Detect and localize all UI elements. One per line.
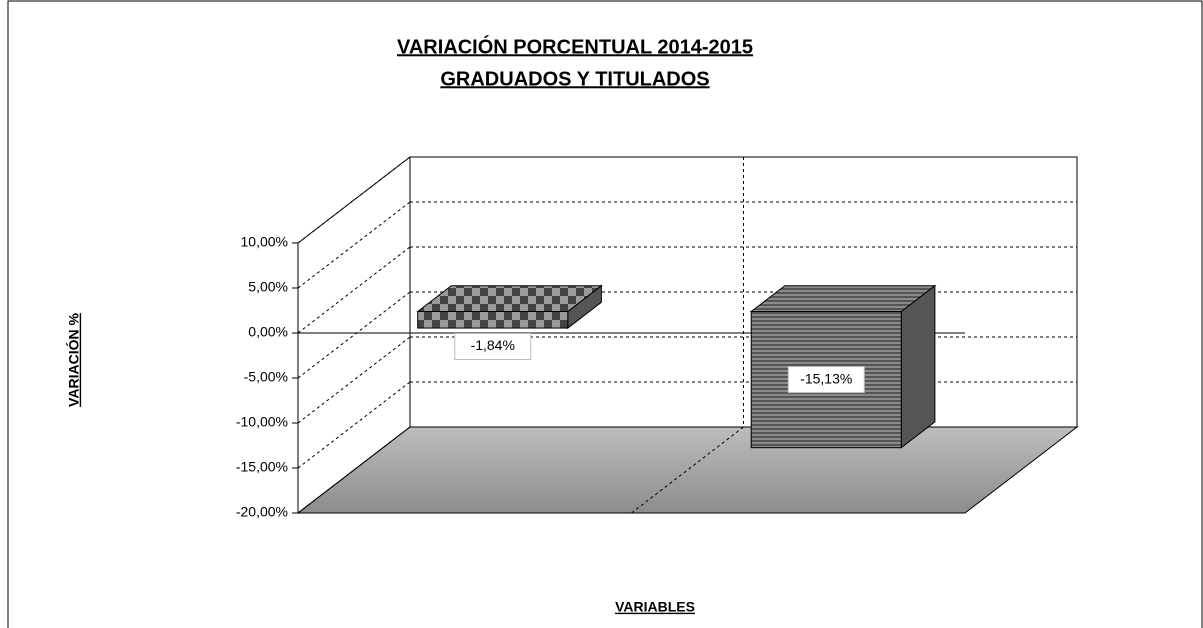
y-tick-label: 5,00% — [248, 279, 288, 295]
chart-title: VARIACIÓN PORCENTUAL 2014-2015 — [397, 34, 753, 58]
y-axis-title: VARIACIÓN % — [65, 313, 82, 407]
y-tick-label: 10,00% — [241, 234, 288, 250]
bar-side — [900, 284, 936, 449]
y-tick-label: -20,00% — [236, 504, 288, 520]
y-tick-label: -10,00% — [236, 414, 288, 430]
y-tick-label: 0,00% — [248, 324, 288, 340]
value-label: -1,84% — [471, 337, 515, 353]
frame — [7, 0, 1203, 628]
floor — [296, 426, 1079, 514]
value-label-box — [787, 366, 865, 394]
x-axis-title: VARIABLES — [615, 599, 695, 615]
y-tick-label: -15,00% — [236, 459, 288, 475]
bar — [749, 284, 937, 449]
bar-front — [417, 311, 569, 329]
value-label-box — [454, 333, 532, 360]
chart-subtitle: GRADUADOS Y TITULADOS — [440, 68, 709, 90]
value-label: -15,13% — [800, 370, 852, 386]
bar — [416, 284, 603, 330]
y-tick-label: -5,00% — [244, 369, 288, 385]
